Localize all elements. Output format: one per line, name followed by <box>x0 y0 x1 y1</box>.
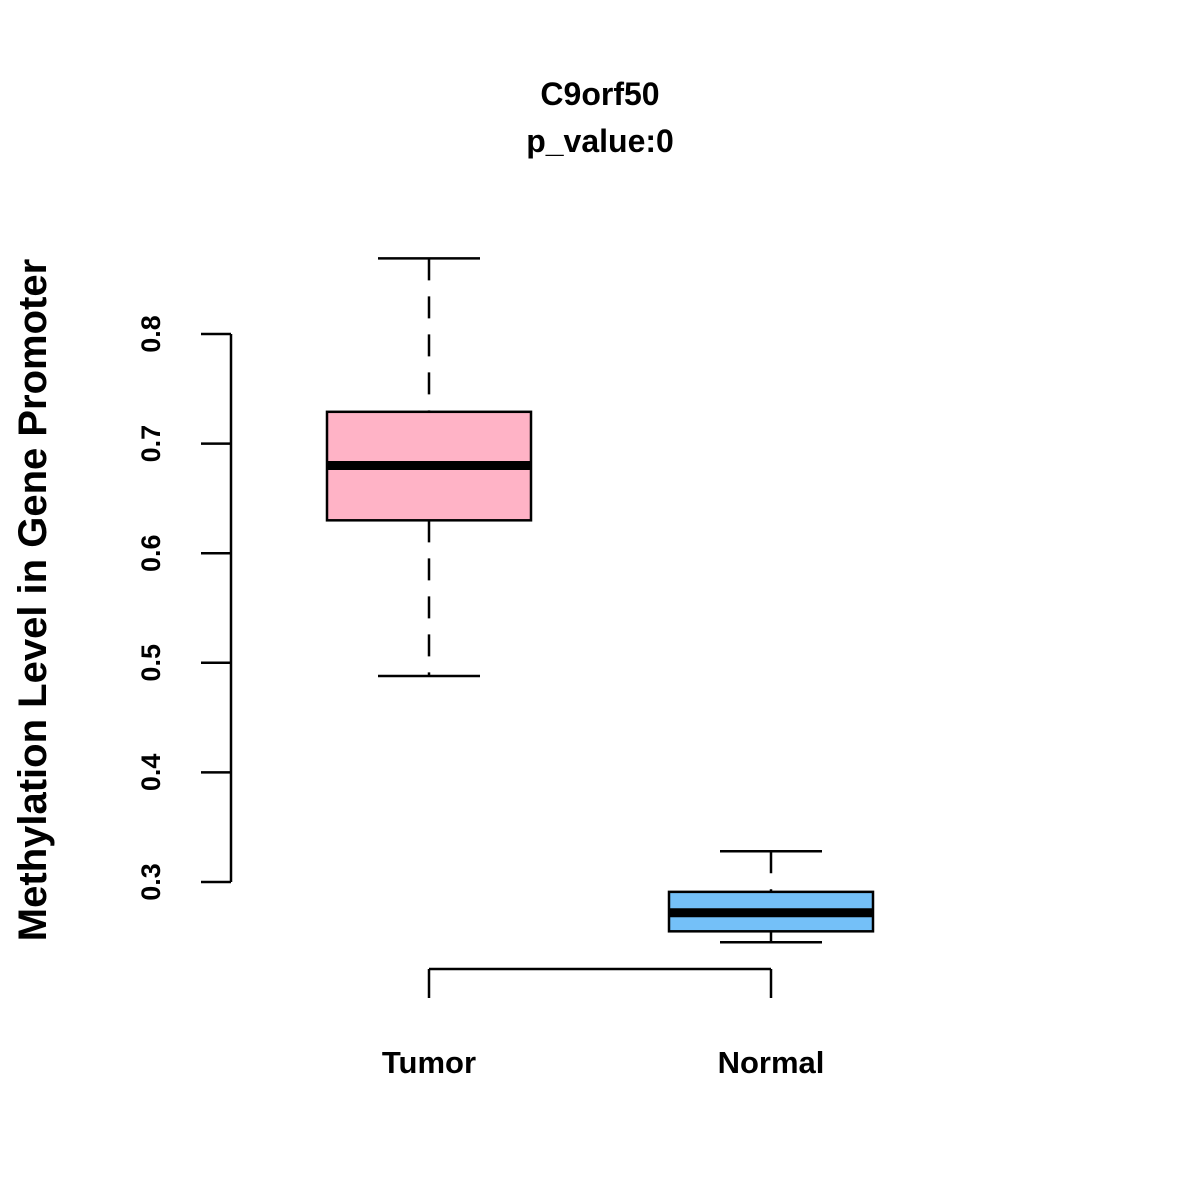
x-tick-label: Normal <box>718 1045 825 1080</box>
y-tick-label: 0.5 <box>136 644 166 682</box>
y-axis-label: Methylation Level in Gene Promoter <box>11 259 55 941</box>
x-tick-label: Tumor <box>382 1045 476 1080</box>
y-tick-label: 0.4 <box>136 754 166 792</box>
box-normal <box>667 850 875 944</box>
boxes <box>325 257 875 944</box>
y-tick-label: 0.7 <box>136 425 166 463</box>
chart-title: C9orf50 <box>540 76 659 112</box>
y-tick-label: 0.3 <box>136 863 166 901</box>
box-tumor <box>325 257 533 678</box>
x-axis: Tumor Normal <box>382 967 825 1080</box>
y-axis: 0.3 0.4 0.5 0.6 0.7 0.8 <box>136 315 233 901</box>
chart-subtitle: p_value:0 <box>526 123 674 159</box>
y-tick-label: 0.6 <box>136 534 166 572</box>
y-tick-label: 0.8 <box>136 315 166 353</box>
